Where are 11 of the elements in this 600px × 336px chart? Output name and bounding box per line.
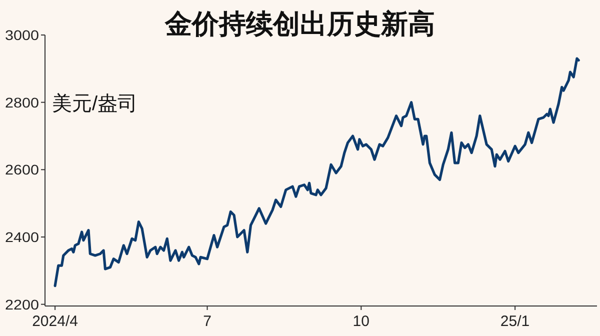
- y-tick-label: 2800: [5, 94, 40, 110]
- x-tick-label: 10: [352, 313, 370, 330]
- x-tick-label: 2024/4: [32, 313, 78, 330]
- x-tick-label: 25/1: [500, 313, 530, 330]
- y-tick-label: 2400: [5, 228, 40, 245]
- y-tick-label: 2600: [5, 162, 40, 178]
- y-axis-title: 美元/盎司: [52, 92, 138, 115]
- y-tick-label: 3000: [5, 27, 40, 43]
- chart-title: 金价持续创出历史新高: [164, 9, 435, 39]
- y-tick-label: 2200: [5, 296, 40, 312]
- x-tick-label: 7: [203, 313, 212, 330]
